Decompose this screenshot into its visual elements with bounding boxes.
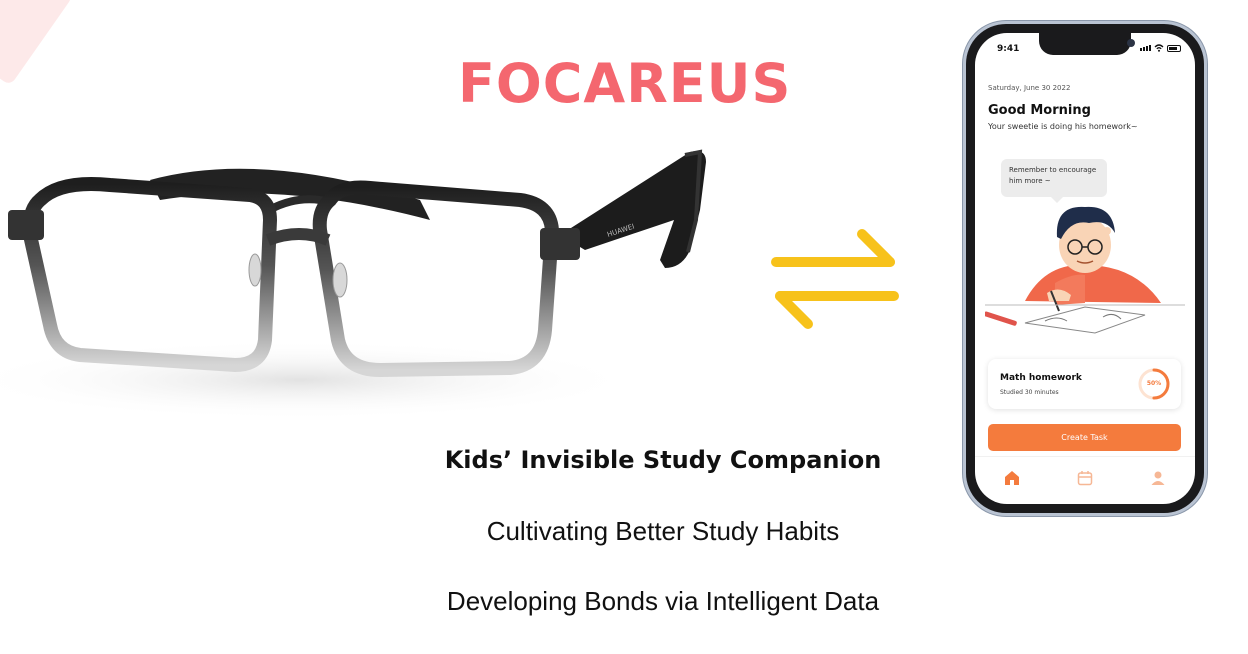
phone-mockup: 9:41 Saturday, June 30 2022 Good Morning…	[966, 24, 1204, 513]
task-subtitle: Studied 30 minutes	[1000, 389, 1059, 396]
corner-decoration	[0, 0, 74, 86]
task-card[interactable]: Math homework Studied 30 minutes 50%	[988, 359, 1181, 409]
reminder-bubble: Remember to encourage him more ~	[1001, 159, 1107, 203]
bottom-tab-bar	[975, 456, 1195, 504]
camera-icon	[1127, 39, 1135, 47]
smart-glasses-image: HUAWEI	[0, 149, 706, 420]
wifi-icon	[1154, 44, 1164, 52]
task-title: Math homework	[1000, 373, 1082, 383]
home-icon	[1004, 470, 1019, 485]
tab-calendar[interactable]	[1073, 466, 1097, 490]
tagline-line-3: Developing Bonds via Intelligent Data	[446, 586, 880, 616]
tab-home[interactable]	[1000, 466, 1024, 490]
task-progress-label: 50%	[1146, 380, 1162, 387]
signal-icon	[1140, 45, 1151, 51]
task-progress-ring	[1138, 368, 1170, 400]
greeting-subtitle: Your sweetie is doing his homework~	[988, 122, 1138, 131]
header-date: Saturday, June 30 2022	[988, 84, 1071, 92]
tagline-line-2: Cultivating Better Study Habits	[486, 516, 840, 546]
battery-icon	[1167, 44, 1181, 52]
phone-volume-up	[962, 130, 966, 160]
phone-notch	[1039, 33, 1135, 55]
calendar-icon	[1077, 470, 1093, 485]
tagline-headline: Kids’ Invisible Study Companion	[444, 446, 882, 474]
phone-mute-switch	[962, 100, 966, 116]
brand-title: FOCAREUS	[458, 52, 792, 115]
status-icons	[1140, 44, 1181, 52]
status-time: 9:41	[997, 44, 1020, 54]
swap-arrows-icon	[771, 229, 899, 329]
profile-icon	[1151, 471, 1165, 485]
create-task-button[interactable]: Create Task	[988, 424, 1181, 451]
phone-power-button	[1203, 140, 1207, 188]
tab-profile[interactable]	[1146, 466, 1170, 490]
greeting-title: Good Morning	[988, 103, 1091, 118]
phone-screen: 9:41 Saturday, June 30 2022 Good Morning…	[975, 33, 1195, 504]
boy-studying-illustration	[985, 206, 1185, 334]
phone-volume-down	[962, 168, 966, 198]
